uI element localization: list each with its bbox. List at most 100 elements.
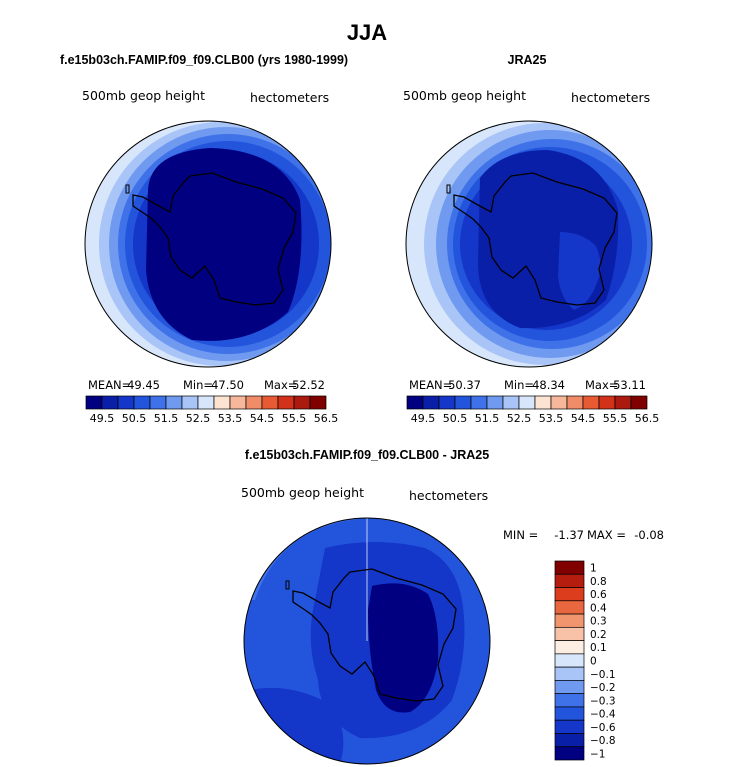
colorbar-swatch bbox=[181, 395, 199, 410]
colorbar-level-label: −1 bbox=[590, 748, 605, 760]
colorbar-tick-label: 51.5 bbox=[154, 412, 179, 425]
panel-reanalysis: JRA25 500mb geop height hectometers MEAN… bbox=[403, 53, 660, 425]
panel-reanalysis-mean: 50.37 bbox=[448, 378, 481, 392]
map-boundary bbox=[84, 120, 332, 368]
coastline bbox=[292, 568, 457, 702]
panel-difference-max: -0.08 bbox=[634, 528, 664, 542]
colorbar-swatch bbox=[598, 395, 616, 410]
colorbar-level-label: 1 bbox=[590, 563, 597, 575]
colorbar-level-label: 0.8 bbox=[590, 576, 607, 588]
colorbar-tick-label: 50.5 bbox=[122, 412, 147, 425]
colorbar-level-label: 0.1 bbox=[590, 642, 607, 654]
panel-reanalysis-mean-label: MEAN= bbox=[409, 378, 452, 392]
colorbar-level-label: 0.3 bbox=[590, 616, 607, 628]
panel-difference-min-label: MIN = bbox=[503, 528, 538, 542]
colorbar-swatch bbox=[149, 395, 167, 410]
panel-reanalysis-map bbox=[405, 120, 653, 368]
colorbar-tick-label: 49.5 bbox=[90, 412, 115, 425]
colorbar-level-label: −0.3 bbox=[590, 695, 616, 707]
colorbar-level-label: −0.8 bbox=[590, 735, 616, 747]
panel-reanalysis-min-label: Min= bbox=[504, 378, 534, 392]
colorbar-tick-label: 53.5 bbox=[218, 412, 243, 425]
colorbar-tick-label: 49.5 bbox=[411, 412, 436, 425]
colorbar-level-label: −0.4 bbox=[590, 709, 616, 721]
colorbar-swatch bbox=[534, 395, 552, 410]
colorbar-swatch bbox=[518, 395, 536, 410]
colorbar-swatch bbox=[554, 733, 585, 748]
colorbar-swatch bbox=[554, 587, 585, 602]
panel-model-max: 52.52 bbox=[292, 378, 325, 392]
panel-difference-map bbox=[243, 517, 491, 765]
colorbar-swatch bbox=[554, 560, 585, 575]
colorbar-tick-label: 54.5 bbox=[250, 412, 275, 425]
contour-band bbox=[558, 232, 601, 310]
panel-difference-min: -1.37 bbox=[554, 528, 584, 542]
colorbar-swatch bbox=[554, 653, 585, 668]
colorbar-swatch bbox=[101, 395, 119, 410]
panel-reanalysis-variable: 500mb geop height bbox=[403, 88, 526, 103]
colorbar-swatch bbox=[165, 395, 183, 410]
colorbar-tick-label: 56.5 bbox=[635, 412, 660, 425]
panel-model-colorbar: 49.5 50.5 51.5 52.5 53.5 54.5 55.5 56.5 bbox=[85, 395, 338, 425]
contour-band bbox=[146, 148, 302, 341]
map-boundary bbox=[405, 120, 653, 368]
panel-model-units: hectometers bbox=[250, 90, 329, 105]
colorbar-swatch bbox=[85, 395, 103, 410]
colorbar-swatch bbox=[277, 395, 295, 410]
panel-reanalysis-min: 48.34 bbox=[532, 378, 565, 392]
colorbar-swatch bbox=[550, 395, 568, 410]
colorbar-swatch bbox=[630, 395, 648, 410]
colorbar-swatch bbox=[293, 395, 311, 410]
panel-model-title: f.e15b03ch.FAMIP.f09_f09.CLB00 (yrs 1980… bbox=[60, 53, 348, 67]
colorbar-swatch bbox=[117, 395, 135, 410]
colorbar-tick-label: 52.5 bbox=[186, 412, 211, 425]
colorbar-swatch bbox=[554, 680, 585, 695]
colorbar-swatch bbox=[422, 395, 440, 410]
colorbar-tick-label: 51.5 bbox=[475, 412, 500, 425]
panel-difference-variable: 500mb geop height bbox=[241, 485, 364, 500]
colorbar-swatch bbox=[614, 395, 632, 410]
panel-difference-colorbar: 10.80.60.4 0.30.20.1 0−0.1−0.2−0.3 −0.4−0.6… bbox=[554, 560, 616, 760]
colorbar-tick-label: 54.5 bbox=[571, 412, 596, 425]
panel-model-min-label: Min= bbox=[183, 378, 213, 392]
panel-model-mean: 49.45 bbox=[127, 378, 160, 392]
colorbar-tick-label: 55.5 bbox=[282, 412, 307, 425]
colorbar-swatch bbox=[554, 640, 585, 655]
colorbar-swatch bbox=[438, 395, 456, 410]
coastline bbox=[453, 172, 618, 306]
panel-model-mean-label: MEAN= bbox=[88, 378, 131, 392]
colorbar-level-label: −0.2 bbox=[590, 682, 616, 694]
colorbar-level-label: 0.4 bbox=[590, 602, 607, 614]
island bbox=[446, 184, 451, 194]
island bbox=[125, 184, 130, 194]
colorbar-swatch bbox=[566, 395, 584, 410]
colorbar-level-label: −0.6 bbox=[590, 722, 616, 734]
colorbar-swatch bbox=[554, 613, 585, 628]
colorbar-level-label: −0.1 bbox=[590, 669, 616, 681]
panel-reanalysis-title: JRA25 bbox=[508, 53, 547, 67]
colorbar-swatch bbox=[554, 693, 585, 708]
panel-model-variable: 500mb geop height bbox=[82, 88, 205, 103]
colorbar-swatch bbox=[554, 600, 585, 615]
colorbar-swatch bbox=[213, 395, 231, 410]
map-boundary bbox=[243, 517, 491, 765]
colorbar-swatch bbox=[554, 573, 585, 588]
colorbar-swatch bbox=[454, 395, 472, 410]
colorbar-tick-label: 53.5 bbox=[539, 412, 564, 425]
contour-band bbox=[368, 583, 439, 713]
panel-model-min: 47.50 bbox=[211, 378, 244, 392]
colorbar-swatch bbox=[229, 395, 247, 410]
panel-difference-units: hectometers bbox=[409, 488, 488, 503]
colorbar-swatch bbox=[406, 395, 424, 410]
panel-difference-title: f.e15b03ch.FAMIP.f09_f09.CLB00 - JRA25 bbox=[245, 448, 489, 462]
colorbar-tick-label: 55.5 bbox=[603, 412, 628, 425]
colorbar-swatch bbox=[197, 395, 215, 410]
colorbar-swatch bbox=[502, 395, 520, 410]
colorbar-swatch bbox=[554, 719, 585, 734]
panel-difference-max-label: MAX = bbox=[587, 528, 626, 542]
colorbar-level-label: 0 bbox=[590, 656, 597, 668]
panel-model-map bbox=[84, 120, 332, 368]
panel-model-max-label: Max= bbox=[264, 378, 297, 392]
colorbar-swatch bbox=[554, 666, 585, 681]
colorbar-swatch bbox=[245, 395, 263, 410]
